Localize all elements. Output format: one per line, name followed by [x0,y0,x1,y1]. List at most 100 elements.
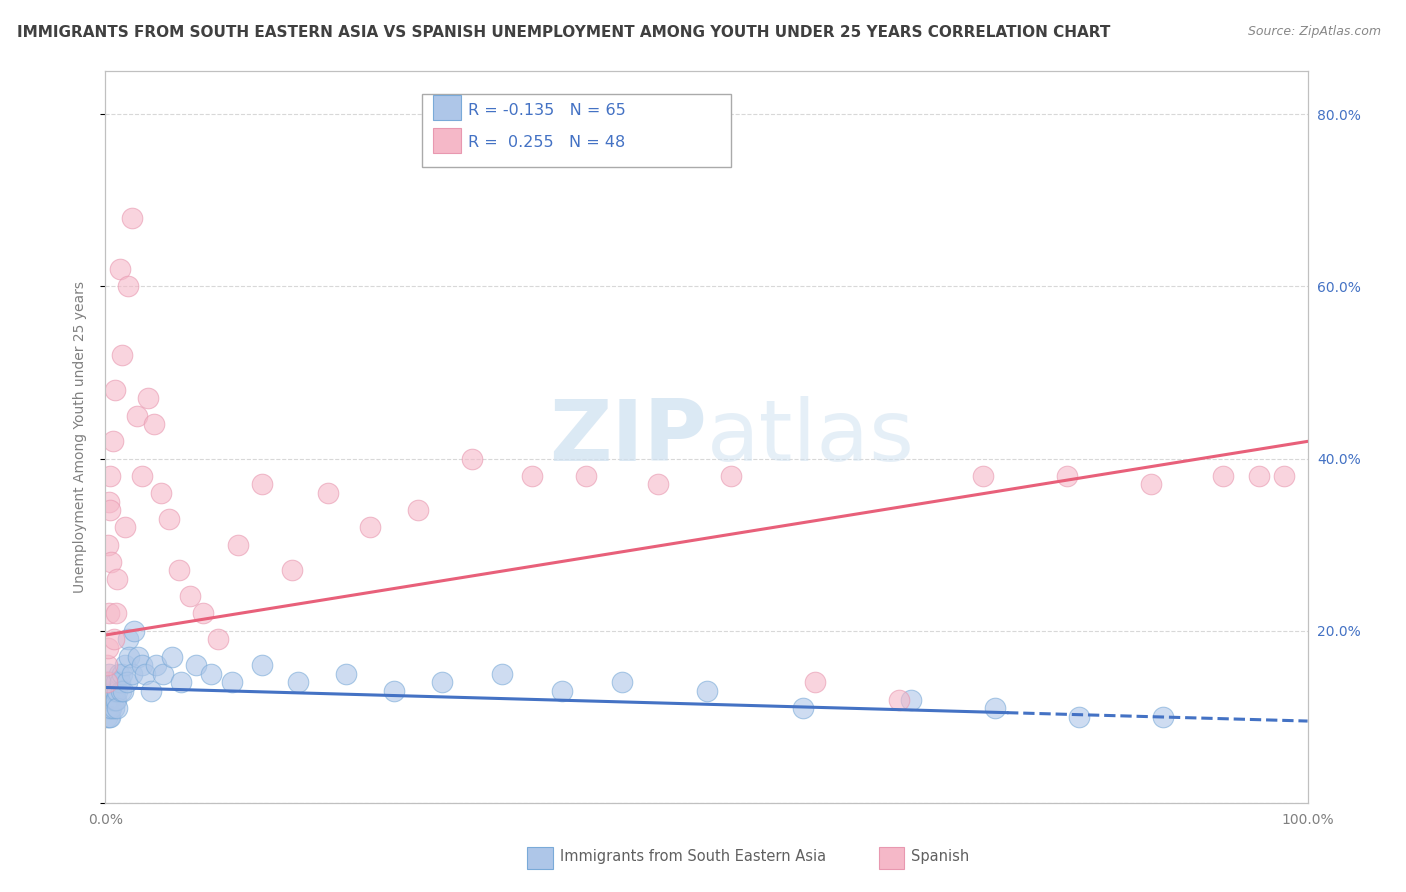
Point [96,684,118,698]
Point [107,684,129,698]
Point [200,666,222,681]
Point [100,701,122,715]
Point [226,538,249,552]
Point [98,710,121,724]
Point [103,675,125,690]
Point [107,572,129,586]
Point [382,684,405,698]
Point [96,675,118,690]
Point [107,701,129,715]
Point [145,658,167,673]
Point [98,684,121,698]
Point [803,675,825,690]
Text: Spanish: Spanish [911,849,969,863]
Point [887,692,910,706]
Point [111,348,134,362]
Point [316,486,339,500]
Point [101,684,124,698]
Point [117,279,139,293]
Point [97,538,120,552]
Point [430,675,453,690]
Point [98,468,121,483]
Point [108,675,131,690]
Point [179,589,201,603]
Point [112,684,135,698]
Point [118,649,141,664]
Point [191,607,214,621]
Point [97,684,120,698]
Point [720,468,742,483]
Point [1272,468,1295,483]
Point [221,675,243,690]
Point [105,607,128,621]
Point [103,632,125,647]
Point [98,710,121,724]
Point [101,434,124,449]
Point [114,658,136,673]
Text: Source: ZipAtlas.com: Source: ZipAtlas.com [1247,25,1381,38]
Point [98,503,121,517]
Point [647,477,669,491]
Point [612,675,634,690]
Point [97,701,120,715]
Point [104,684,127,698]
Point [104,692,127,706]
Point [335,666,357,681]
Point [134,666,156,681]
Point [139,684,162,698]
Point [96,658,118,673]
Point [96,701,118,715]
Point [167,564,190,578]
Point [170,675,193,690]
Point [97,675,120,690]
Text: atlas: atlas [707,395,914,479]
Point [121,211,143,225]
Point [359,520,381,534]
Point [121,666,143,681]
Point [100,684,122,698]
Point [1140,477,1163,491]
Point [575,468,598,483]
Point [142,417,165,432]
Point [551,684,574,698]
Point [1249,468,1271,483]
Point [98,692,121,706]
Point [136,392,159,406]
Point [98,666,121,681]
Point [792,701,814,715]
Point [97,692,120,706]
Point [184,658,207,673]
Point [100,675,122,690]
Point [1212,468,1234,483]
Point [522,468,544,483]
Point [101,692,124,706]
Text: Immigrants from South Eastern Asia: Immigrants from South Eastern Asia [560,849,825,863]
Point [98,701,121,715]
Text: R = -0.135   N = 65: R = -0.135 N = 65 [468,103,626,118]
Point [96,675,118,690]
Point [461,451,484,466]
Point [114,520,136,534]
Point [107,666,129,681]
Point [104,383,127,397]
Point [131,658,153,673]
Point [1152,710,1174,724]
Point [108,262,131,277]
Point [131,468,153,483]
Point [984,701,1007,715]
Text: ZIP: ZIP [548,395,707,479]
Point [98,607,121,621]
Point [96,710,118,724]
Point [406,503,429,517]
Point [127,649,149,664]
Point [149,486,172,500]
Point [1069,710,1091,724]
Point [97,640,120,655]
Point [110,684,132,698]
Text: R =  0.255   N = 48: R = 0.255 N = 48 [468,135,626,150]
Point [1056,468,1078,483]
Point [98,692,121,706]
Point [696,684,718,698]
Point [207,632,229,647]
Point [287,675,309,690]
